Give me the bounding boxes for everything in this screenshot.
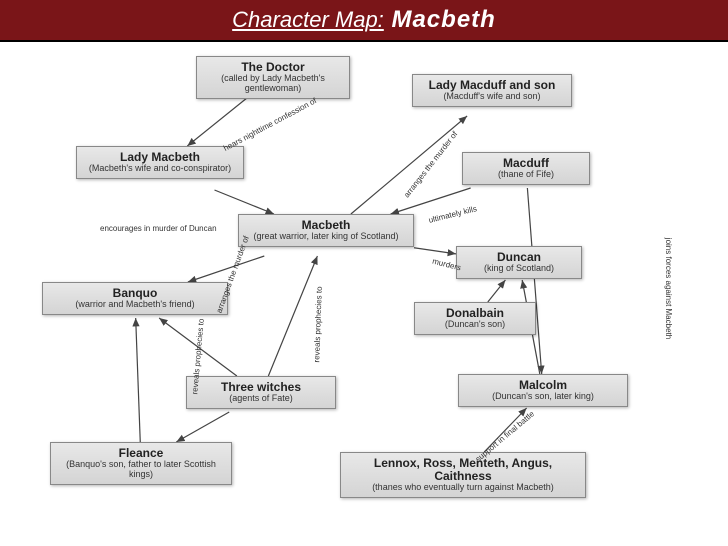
node-subtitle: (thane of Fife) xyxy=(469,170,583,180)
node-malcolm: Malcolm(Duncan's son, later king) xyxy=(458,374,628,407)
node-lennox: Lennox, Ross, Menteth, Angus, Caithness(… xyxy=(340,452,586,498)
node-donalbain: Donalbain(Duncan's son) xyxy=(414,302,536,335)
diagram-header: Character Map: Macbeth xyxy=(0,0,728,42)
edge-label: joins forces against Macbeth xyxy=(664,238,673,339)
node-subtitle: (Duncan's son, later king) xyxy=(465,392,621,402)
node-subtitle: (Duncan's son) xyxy=(421,320,529,330)
edge-label: ultimately kills xyxy=(428,204,478,225)
node-subtitle: (Macduff's wife and son) xyxy=(419,92,565,102)
node-fleance: Fleance(Banquo's son, father to later Sc… xyxy=(50,442,232,485)
edge-ladymacb-macbeth xyxy=(215,190,274,214)
node-name: Lennox, Ross, Menteth, Angus, Caithness xyxy=(347,457,579,483)
edge-label: hears nighttime confession of xyxy=(222,96,318,153)
edge-label: encourages in murder of Duncan xyxy=(100,224,217,233)
node-doctor: The Doctor(called by Lady Macbeth's gent… xyxy=(196,56,350,99)
node-subtitle: (thanes who eventually turn against Macb… xyxy=(347,483,579,493)
node-macbeth: Macbeth(great warrior, later king of Sco… xyxy=(238,214,414,247)
edge-macbeth-duncan xyxy=(414,248,456,254)
node-ladymacd: Lady Macduff and son(Macduff's wife and … xyxy=(412,74,572,107)
node-ladymacb: Lady Macbeth(Macbeth's wife and co-consp… xyxy=(76,146,244,179)
node-subtitle: (warrior and Macbeth's friend) xyxy=(49,300,221,310)
node-duncan: Duncan(king of Scotland) xyxy=(456,246,582,279)
edge-fleance-banquo xyxy=(136,318,141,442)
node-subtitle: (called by Lady Macbeth's gentlewoman) xyxy=(203,74,343,94)
node-banquo: Banquo(warrior and Macbeth's friend) xyxy=(42,282,228,315)
edge-label: reveals prophecies to xyxy=(312,286,324,362)
edge-macduff-malcolm xyxy=(527,188,541,374)
node-subtitle: (agents of Fate) xyxy=(193,394,329,404)
header-title: Macbeth xyxy=(384,6,496,33)
header-prefix: Character Map: xyxy=(232,7,384,32)
node-subtitle: (king of Scotland) xyxy=(463,264,575,274)
edge-witches-macbeth xyxy=(268,256,317,376)
edge-donalbain-duncan xyxy=(488,280,506,302)
node-subtitle: (Macbeth's wife and co-conspirator) xyxy=(83,164,237,174)
diagram-canvas: The Doctor(called by Lady Macbeth's gent… xyxy=(0,44,728,546)
node-subtitle: (Banquo's son, father to later Scottish … xyxy=(57,460,225,480)
edge-label: arranges the murder of xyxy=(215,235,251,315)
node-witches: Three witches(agents of Fate) xyxy=(186,376,336,409)
edge-label: arranges the murder of xyxy=(402,130,459,200)
node-subtitle: (great warrior, later king of Scotland) xyxy=(245,232,407,242)
node-macduff: Macduff(thane of Fife) xyxy=(462,152,590,185)
edge-witches-fleance xyxy=(176,412,229,442)
